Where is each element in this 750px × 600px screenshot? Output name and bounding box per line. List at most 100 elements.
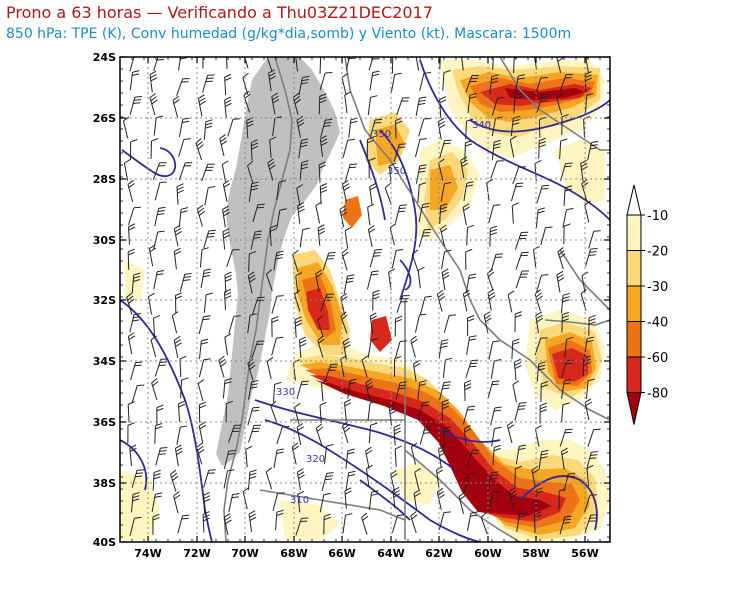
- wind-barb: [319, 57, 322, 74]
- wind-barb: [556, 93, 563, 116]
- wind-barb: [250, 139, 259, 161]
- wind-barb: [508, 487, 517, 510]
- wind-barb: [154, 181, 167, 201]
- wind-barb: [267, 158, 276, 181]
- wind-barb: [246, 117, 254, 139]
- wind-barb: [226, 57, 228, 69]
- wind-barb: [149, 70, 158, 93]
- wind-barb: [586, 464, 594, 487]
- wind-barb: [148, 244, 157, 267]
- wind-barb: [196, 204, 206, 227]
- wind-barb: [389, 223, 397, 246]
- wind-barb: [295, 57, 299, 72]
- wind-barb: [462, 289, 471, 312]
- wind-barb: [410, 511, 418, 534]
- wind-barb: [365, 378, 374, 401]
- wind-barb: [225, 400, 234, 422]
- wind-barb: [174, 292, 183, 314]
- wind-barb: [222, 228, 231, 250]
- wind-barb: [204, 185, 216, 206]
- wind-barb: [155, 446, 168, 466]
- wind-barb: [588, 314, 596, 336]
- wind-barb: [436, 289, 446, 312]
- wind-barb: [273, 448, 284, 469]
- wind-barb: [296, 380, 309, 400]
- wind-barb: [130, 361, 143, 381]
- wind-barb: [176, 425, 188, 445]
- wind-barb: [150, 138, 159, 159]
- wind-barb: [247, 313, 257, 334]
- wind-barb: [152, 162, 167, 180]
- wind-barb: [178, 162, 193, 181]
- colorbar-label: -80: [647, 387, 668, 402]
- lat-tick-label: 28S: [93, 173, 116, 186]
- wind-barb: [341, 73, 349, 96]
- wind-barb: [490, 406, 502, 426]
- wind-barb: [512, 380, 520, 403]
- wind-barb: [513, 93, 522, 114]
- wind-barb: [203, 292, 213, 313]
- wind-barb: [272, 381, 282, 403]
- wind-barb: [564, 336, 574, 358]
- wind-barb: [490, 253, 503, 272]
- wind-barb: [466, 335, 477, 355]
- lon-tick-label: 60W: [474, 547, 501, 560]
- wind-barb: [513, 358, 522, 381]
- wind-barb: [463, 181, 474, 202]
- lon-tick-label: 56W: [571, 547, 598, 560]
- wind-barb: [369, 182, 377, 205]
- wind-barb: [510, 115, 521, 137]
- wind-barb: [584, 514, 598, 533]
- lat-tick-label: 36S: [93, 416, 116, 429]
- wind-barb: [131, 272, 141, 293]
- wind-barb: [154, 358, 168, 377]
- wind-barb: [559, 138, 568, 160]
- wind-barb: [441, 249, 452, 270]
- wind-barb: [324, 363, 338, 382]
- wind-barb: [198, 358, 211, 378]
- wind-barb: [490, 160, 504, 179]
- wind-barb: [438, 511, 451, 531]
- lon-tick-label: 64W: [377, 547, 404, 560]
- wind-barb: [439, 203, 448, 224]
- wind-barb: [439, 139, 452, 159]
- wind-barb: [173, 491, 181, 514]
- lat-tick-label: 32S: [93, 294, 116, 307]
- wind-barb: [296, 468, 305, 491]
- wind-barb: [265, 467, 273, 490]
- colorbar-label: -30: [647, 280, 668, 295]
- wind-barb: [202, 511, 210, 533]
- wind-barb: [466, 224, 475, 246]
- colorbar-top-arrow: [626, 184, 642, 216]
- wind-barb: [342, 513, 353, 534]
- wind-barb: [489, 74, 499, 95]
- wind-barb: [540, 381, 549, 402]
- wind-barb: [202, 491, 211, 514]
- wind-barb: [465, 359, 479, 378]
- colorbar-segment: [626, 285, 642, 322]
- wind-barb: [127, 248, 135, 270]
- wind-barb: [396, 97, 410, 116]
- wind-barb: [394, 204, 407, 224]
- wind-barb: [437, 117, 446, 140]
- wind-barb: [411, 249, 419, 272]
- wind-barb: [319, 71, 333, 91]
- wind-barb: [203, 469, 216, 488]
- wind-barb: [342, 138, 355, 158]
- wind-barb: [415, 164, 427, 184]
- wind-barb: [585, 57, 590, 74]
- wind-barb: [156, 404, 164, 426]
- wind-barb: [223, 469, 235, 489]
- wind-barb: [342, 179, 351, 202]
- wind-barb: [178, 207, 188, 228]
- wind-barb: [174, 444, 183, 467]
- wind-barb: [507, 290, 515, 313]
- wind-barb: [515, 251, 529, 270]
- wind-barb: [242, 487, 250, 510]
- wind-barb: [556, 270, 565, 293]
- wind-barb: [269, 224, 277, 247]
- wind-barb: [321, 472, 334, 491]
- wind-barb: [123, 158, 131, 181]
- wind-barb: [242, 72, 249, 95]
- wind-barb: [587, 428, 601, 447]
